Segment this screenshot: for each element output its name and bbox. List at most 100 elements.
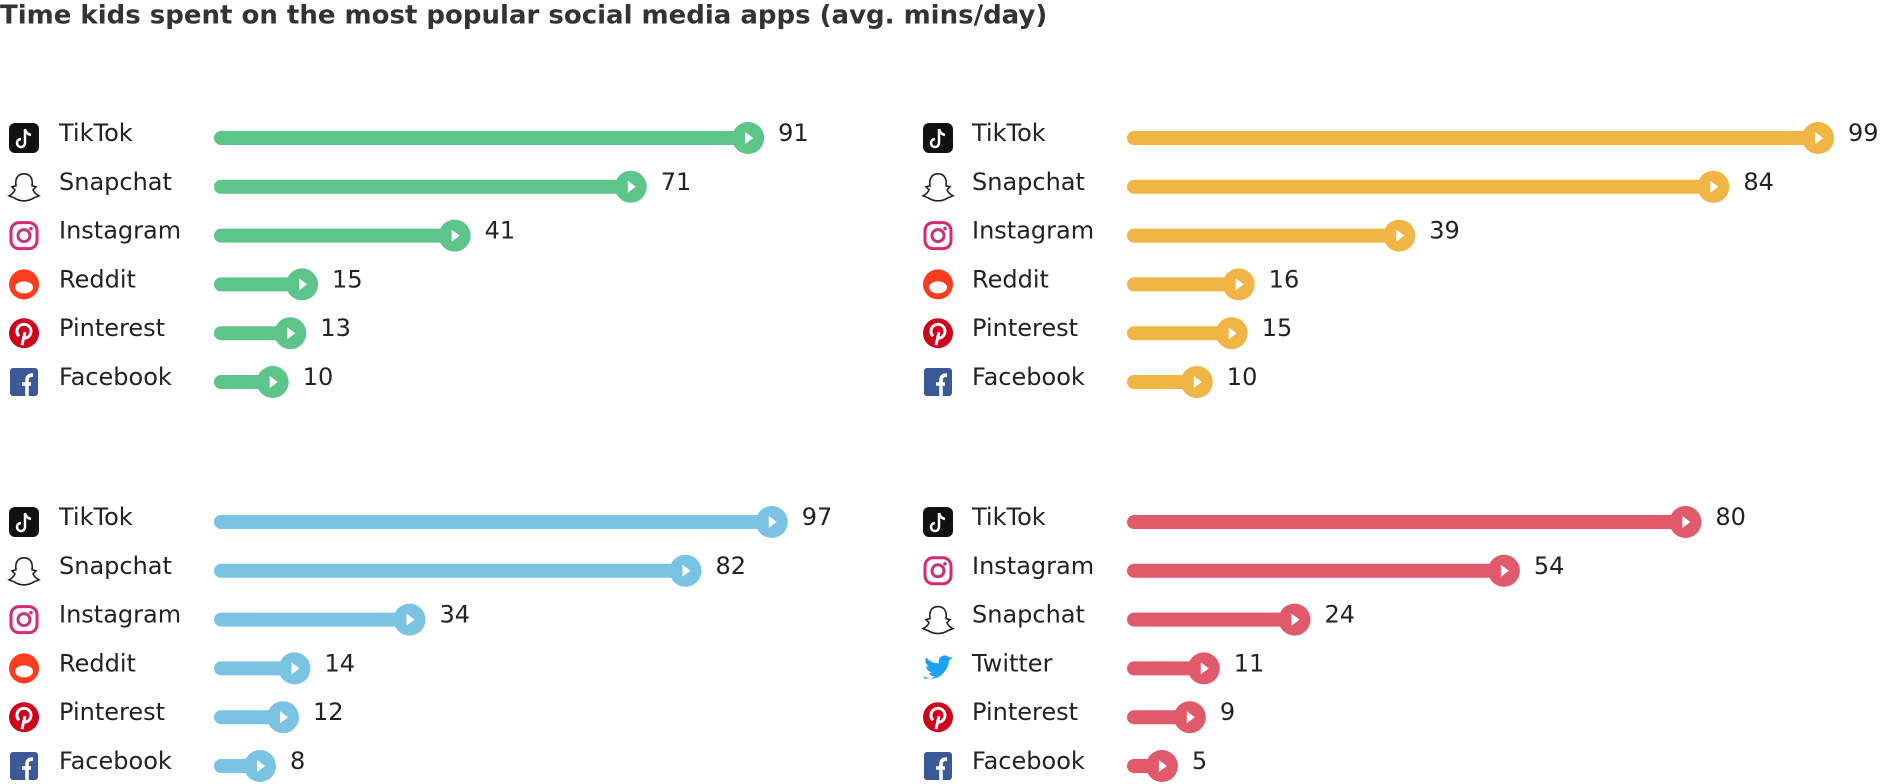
category-label: TikTok <box>58 119 133 147</box>
category-label: Instagram <box>972 217 1094 245</box>
bar <box>214 563 686 578</box>
value-label: 80 <box>1715 503 1746 531</box>
app-icon <box>924 655 953 679</box>
bar-end-arrow <box>627 180 636 193</box>
bar-end-arrow <box>1186 711 1195 724</box>
icon-glyph <box>930 563 946 579</box>
bar <box>1127 326 1232 341</box>
bar <box>1127 179 1714 194</box>
app-icon <box>10 752 38 780</box>
bar-end-arrow <box>1396 229 1405 242</box>
icon-glyph <box>929 706 947 730</box>
value-label: 24 <box>1325 601 1356 629</box>
category-label: Pinterest <box>59 314 165 342</box>
bar-end-arrow <box>269 376 278 388</box>
icon-bg <box>10 368 38 396</box>
category-label: Facebook <box>59 363 172 391</box>
icon-glyph <box>929 281 947 294</box>
category-label: Instagram <box>59 601 181 629</box>
icon-bg <box>9 605 39 635</box>
bar-end-arrow <box>1193 376 1202 388</box>
app-icon <box>9 653 39 684</box>
value-label: 12 <box>313 698 344 726</box>
bar-end-arrow <box>1291 613 1300 626</box>
bar <box>214 228 455 243</box>
category-label: Instagram <box>59 217 181 245</box>
chart-title: Time kids spent on the most popular soci… <box>0 1 1047 31</box>
value-label: 99 <box>1848 119 1879 147</box>
icon-dot <box>29 610 33 615</box>
bar <box>1127 612 1295 627</box>
value-label: 9 <box>1220 698 1235 726</box>
bar-end-arrow <box>1200 662 1209 675</box>
bar-end-arrow <box>287 327 296 340</box>
bar <box>1127 277 1239 292</box>
app-icon <box>10 368 38 396</box>
value-label: 11 <box>1234 649 1265 677</box>
icon-glyph <box>16 228 32 244</box>
bar <box>1127 710 1190 725</box>
app-icon <box>923 269 953 300</box>
bar <box>1127 375 1197 389</box>
icon-bg <box>923 221 953 251</box>
app-icon <box>7 556 41 586</box>
icon-glyph <box>15 512 32 533</box>
icon-glyph <box>7 556 41 586</box>
app-icon <box>9 221 39 251</box>
bar <box>1127 563 1504 578</box>
app-icon <box>7 172 41 202</box>
category-label: TikTok <box>971 119 1046 147</box>
bar <box>214 326 291 341</box>
value-label: 15 <box>1262 314 1293 342</box>
category-label: Reddit <box>972 265 1049 293</box>
value-label: 14 <box>325 649 356 677</box>
bar-end-arrow <box>451 229 460 242</box>
app-icon <box>9 702 39 733</box>
bar-end-arrow <box>1500 564 1509 577</box>
icon-glyph <box>22 757 34 780</box>
category-label: Facebook <box>972 747 1085 775</box>
bar <box>1127 515 1686 529</box>
icon-bg <box>9 221 39 251</box>
category-label: TikTok <box>58 503 133 531</box>
value-label: 34 <box>440 601 471 629</box>
icon-glyph <box>15 128 32 149</box>
icon-glyph <box>930 228 946 244</box>
app-icon <box>923 556 953 586</box>
bar <box>214 277 303 292</box>
value-label: 39 <box>1429 217 1460 245</box>
icon-bg <box>924 368 952 396</box>
bar-end-arrow <box>1235 278 1244 291</box>
app-icon <box>9 507 39 537</box>
icon-glyph <box>15 322 33 346</box>
icon-glyph <box>921 605 955 635</box>
value-label: 13 <box>320 314 351 342</box>
icon-bg <box>923 556 953 586</box>
bar <box>214 131 749 145</box>
value-label: 5 <box>1192 747 1207 775</box>
bar-end-arrow <box>299 278 308 291</box>
value-label: 71 <box>661 168 692 196</box>
value-label: 91 <box>778 119 809 147</box>
category-label: Snapchat <box>59 168 172 196</box>
app-icon <box>924 752 952 780</box>
bar-end-arrow <box>768 516 777 528</box>
bar-end-arrow <box>1815 132 1824 144</box>
value-label: 8 <box>290 747 305 775</box>
bar <box>214 710 283 725</box>
icon-dot <box>943 226 947 231</box>
icon-bg <box>924 752 952 780</box>
bar-end-arrow <box>280 711 288 724</box>
icon-glyph <box>15 665 33 678</box>
app-icon <box>9 269 39 300</box>
icon-glyph <box>16 612 32 628</box>
icon-glyph <box>22 373 34 396</box>
app-icon <box>9 318 39 349</box>
icon-bg <box>10 752 38 780</box>
icon-glyph <box>15 706 33 730</box>
bar-end-arrow <box>257 760 265 772</box>
icon-dot <box>29 226 33 231</box>
value-label: 41 <box>485 217 516 245</box>
bar <box>1127 228 1400 243</box>
